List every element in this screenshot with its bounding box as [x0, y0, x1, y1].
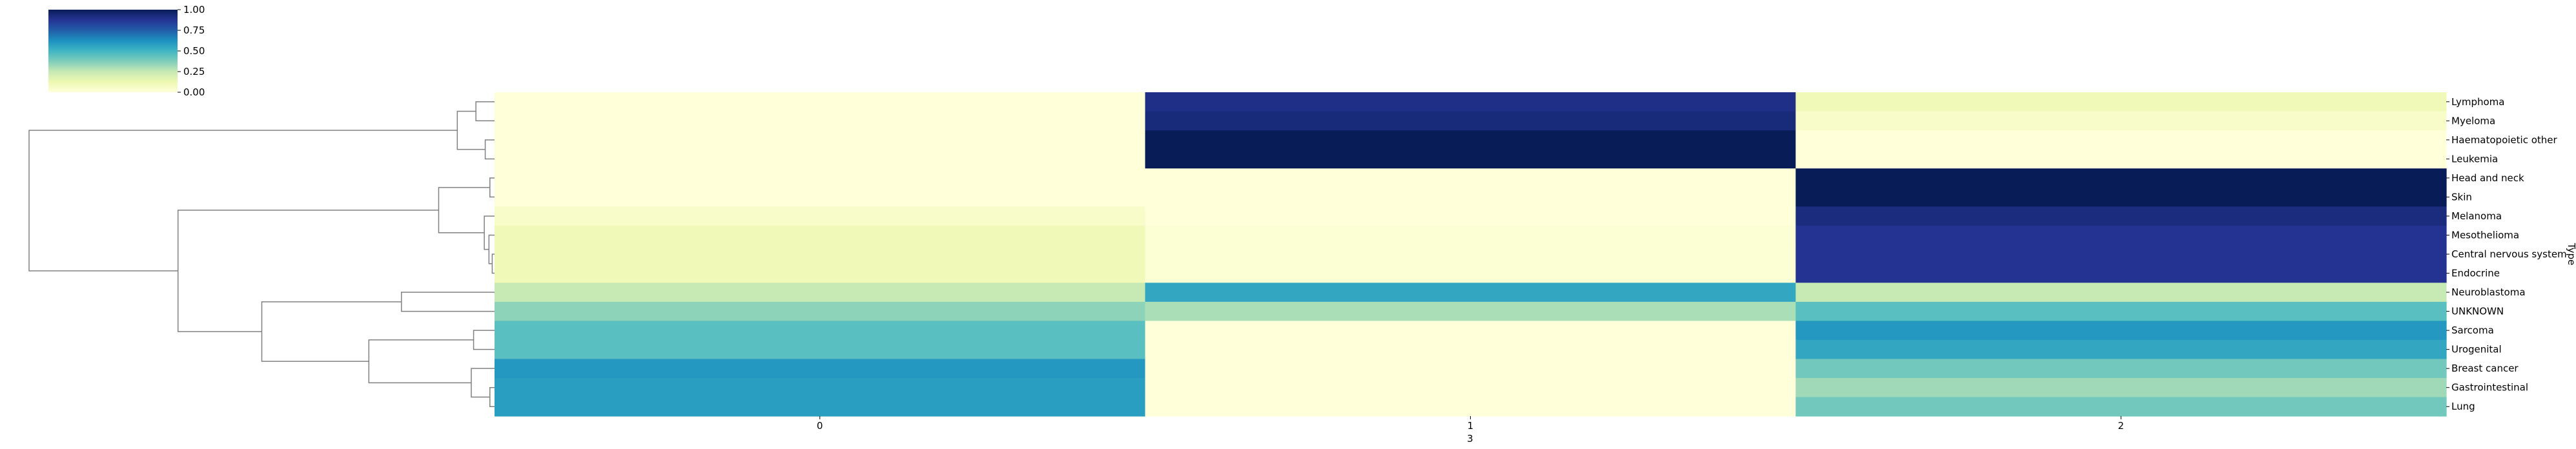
heatmap-cell [1795, 397, 2447, 417]
heatmap-cell [1795, 244, 2447, 264]
heatmap-cell [1145, 111, 1796, 131]
heatmap-cell [1795, 263, 2447, 283]
dendrogram-link [491, 254, 495, 274]
heatmap-cell [1145, 130, 1796, 150]
colorbar-tick-label: 0.25 [183, 66, 205, 77]
x-tick-label: 0 [817, 420, 823, 432]
y-tick-label: Central nervous system [2451, 248, 2567, 260]
heatmap-cell [1795, 301, 2447, 321]
heatmap-cell [1145, 339, 1796, 360]
dendrogram-link [475, 101, 495, 122]
heatmap-cell [1145, 92, 1796, 112]
x-axis-ticks: 0 1 2 [817, 416, 2124, 432]
y-tick-label: Breast cancer [2451, 363, 2519, 374]
heatmap-cell [1795, 130, 2447, 150]
y-tick-label: Melanoma [2451, 210, 2502, 222]
colorbar: 0.00 0.25 0.50 0.75 1.00 [48, 4, 205, 98]
heatmap-cell [495, 283, 1146, 303]
heatmap-cell [1145, 206, 1796, 226]
y-tick-label: Lymphoma [2451, 96, 2504, 108]
heatmap-cell [495, 168, 1146, 188]
heatmap-cell [1145, 283, 1796, 303]
y-tick-label: Head and neck [2451, 172, 2524, 184]
heatmap-cell [495, 92, 1146, 112]
heatmap-cell [1795, 359, 2447, 379]
dendrogram-link [28, 130, 458, 272]
heatmap-cell [495, 301, 1146, 321]
heatmap-cell [1795, 377, 2447, 398]
heatmap-cell [1145, 263, 1796, 283]
y-tick-label: Skin [2451, 191, 2472, 203]
dendrogram-link [489, 386, 495, 407]
y-tick-label: Lung [2451, 401, 2475, 412]
y-tick-label: Myeloma [2451, 115, 2495, 126]
heatmap-cell [1795, 339, 2447, 360]
heatmap-cell [1145, 187, 1796, 207]
dendrogram-link [261, 301, 402, 362]
y-tick-label: Haematopoietic other [2451, 134, 2558, 146]
colorbar-tick-label: 0.50 [183, 45, 205, 57]
colorbar-tick-label: 0.00 [183, 86, 205, 98]
heatmap-cell [1795, 111, 2447, 131]
y-tick-label: UNKNOWN [2451, 306, 2504, 317]
heatmap-cell [1795, 321, 2447, 341]
y-axis-ticks: Lymphoma Myeloma Haematopoietic other Leuke… [2446, 96, 2567, 412]
heatmap-cell [1795, 225, 2447, 245]
heatmap-cell [1145, 301, 1796, 321]
heatmap-cell [1795, 283, 2447, 303]
heatmap-cell [1145, 149, 1796, 169]
heatmap-cell [495, 263, 1146, 283]
dendrogram-link [471, 368, 495, 398]
heatmap-cell [495, 111, 1146, 131]
heatmap-cell [1145, 377, 1796, 398]
y-tick-label: Urogenital [2451, 344, 2502, 355]
dendrogram-link [177, 209, 439, 332]
heatmap-cell [495, 339, 1146, 360]
heatmap-cell [1145, 397, 1796, 417]
heatmap-cell [495, 149, 1146, 169]
row-dendrogram [28, 101, 495, 407]
dendrogram-link [368, 339, 474, 384]
colorbar-tick-label: 0.75 [183, 25, 205, 36]
y-tick-label: Endocrine [2451, 268, 2500, 279]
heatmap-cell [1145, 225, 1796, 245]
heatmap-cell [495, 359, 1146, 379]
heatmap-cell [495, 377, 1146, 398]
heatmap-cell [1145, 244, 1796, 264]
heatmap-cell [495, 187, 1146, 207]
heatmap-cell [495, 225, 1146, 245]
colorbar-tick-label: 1.00 [183, 4, 205, 15]
heatmap-cell [1145, 359, 1796, 379]
heatmap-cell [495, 130, 1146, 150]
heatmap-cell [1145, 168, 1796, 188]
heatmap-cell [1795, 149, 2447, 169]
dendrogram-link [473, 330, 495, 350]
dendrogram-link [438, 186, 490, 234]
heatmap-cell [495, 397, 1146, 417]
y-tick-label: Neuroblastoma [2451, 286, 2526, 298]
y-tick-label: Mesothelioma [2451, 229, 2519, 241]
y-tick-label: Leukemia [2451, 153, 2498, 165]
heatmap-cell [495, 206, 1146, 226]
x-tick-label: 1 [1467, 420, 1474, 432]
y-tick-label: Sarcoma [2451, 324, 2494, 336]
heatmap-cell [495, 321, 1146, 341]
heatmap-cell [1145, 321, 1796, 341]
x-tick-label: 2 [2118, 420, 2124, 432]
dendrogram-link [401, 292, 495, 312]
heatmap-cell [1795, 206, 2447, 226]
heatmap-cells [495, 92, 2447, 417]
x-axis-label: 3 [1467, 433, 1473, 444]
dendrogram-link [456, 110, 486, 150]
heatmap-cell [495, 244, 1146, 264]
y-tick-label: Gastrointestinal [2451, 382, 2528, 394]
heatmap-cell [1795, 92, 2447, 112]
dendrogram-link [489, 177, 495, 198]
colorbar-gradient [48, 10, 178, 92]
y-axis-label: Type [2566, 243, 2576, 265]
heatmap-cell [1795, 187, 2447, 207]
heatmap-cell [1795, 168, 2447, 188]
dendrogram-link [484, 139, 495, 160]
